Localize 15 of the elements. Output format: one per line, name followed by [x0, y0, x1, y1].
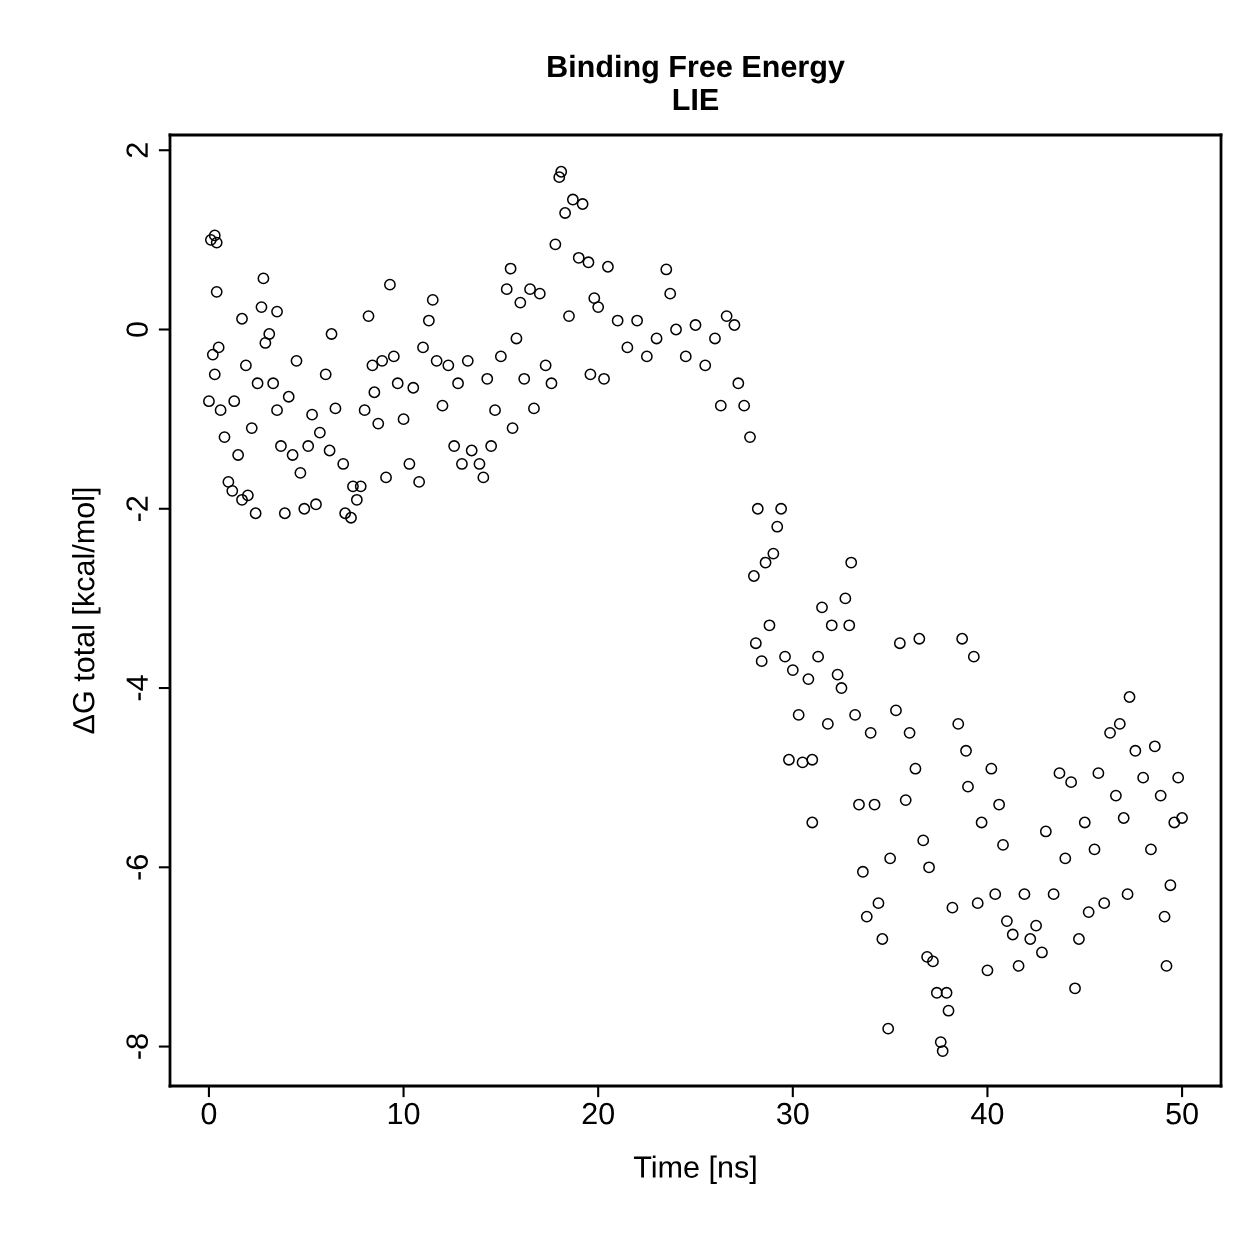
y-axis-title: ΔG total [kcal/mol] — [72, 488, 101, 734]
y-tick-label: -2 — [126, 496, 148, 521]
chart-title: Binding Free Energy LIE — [548, 54, 845, 110]
x-tick-label: 30 — [776, 1102, 809, 1125]
y-tick-label: -8 — [126, 1034, 148, 1059]
y-tick-label: 2 — [126, 143, 148, 158]
y-tick-label: 0 — [126, 322, 148, 337]
x-tick-label: 10 — [388, 1102, 420, 1125]
x-tick-label: 40 — [971, 1102, 1004, 1125]
x-axis-title: Time [ns] — [633, 1155, 756, 1184]
x-tick-label: 20 — [582, 1102, 614, 1125]
y-tick-label: -6 — [126, 855, 148, 880]
x-tick-label: 0 — [201, 1102, 217, 1125]
x-tick-label: 50 — [1166, 1102, 1198, 1125]
y-tick-label: -4 — [126, 675, 148, 701]
